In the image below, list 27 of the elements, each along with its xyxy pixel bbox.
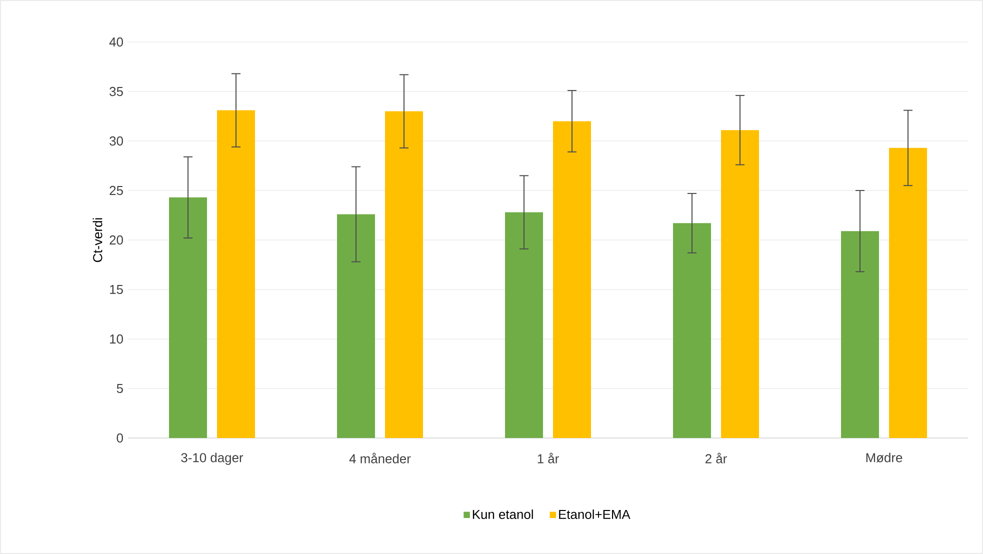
bar [721, 130, 760, 438]
legend-label: Etanol+EMA [559, 509, 630, 520]
x-tick-label: 4 måneder [349, 452, 411, 464]
legend-label: Kun etanol [472, 509, 533, 520]
y-tick-label: 25 [110, 186, 123, 196]
bar [337, 214, 376, 438]
x-tick-label: 3-10 dager [181, 452, 244, 465]
y-tick-label: 0 [116, 433, 123, 443]
bar [385, 111, 424, 438]
y-tick-label: 20 [110, 235, 123, 245]
bar [169, 197, 207, 438]
bar [673, 223, 712, 438]
y-tick-label: 10 [110, 334, 123, 344]
y-tick-label: 15 [110, 284, 123, 294]
bar [505, 212, 544, 438]
bar [553, 121, 592, 438]
y-tick-label: 30 [110, 136, 123, 146]
y-tick-label: 5 [116, 384, 123, 394]
y-tick-label: 35 [110, 86, 123, 96]
bar [889, 148, 928, 438]
x-tick-label: 2 år [706, 452, 727, 464]
y-tick-label: 40 [109, 37, 123, 47]
x-tick-label: Mødre [866, 452, 902, 462]
x-tick-label: 1 år [538, 452, 559, 464]
y-axis-title: Ct-verdi [92, 218, 102, 262]
bar [841, 231, 880, 438]
bar [217, 110, 256, 438]
